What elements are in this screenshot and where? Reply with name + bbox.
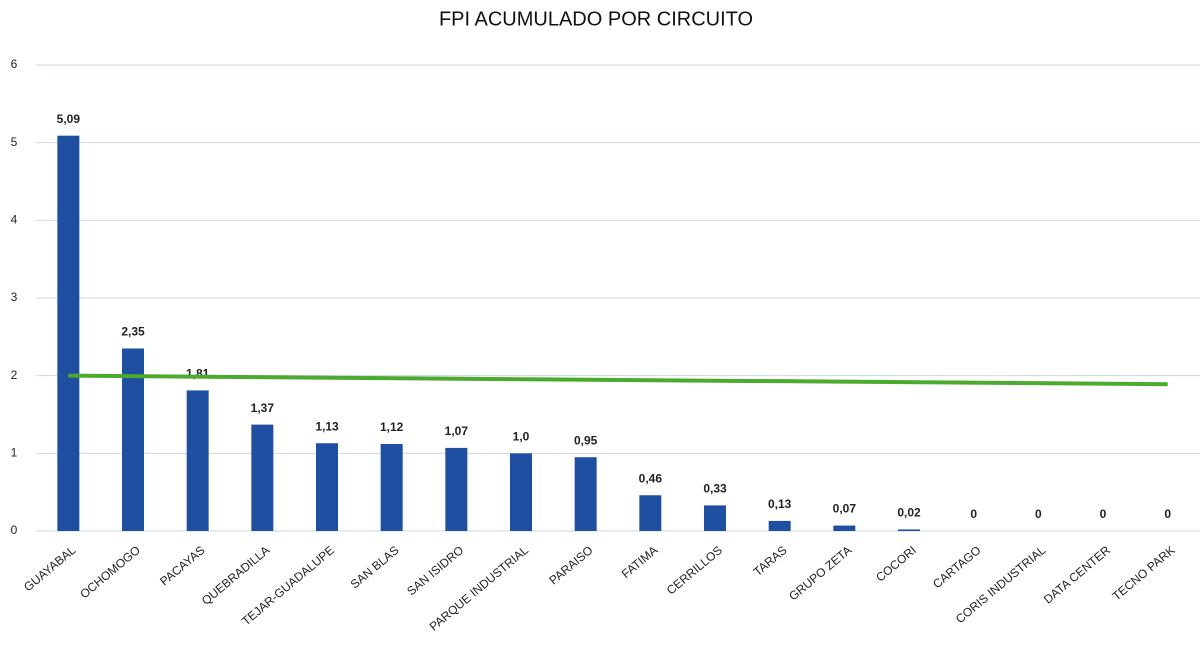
y-tick-label: 6 bbox=[11, 57, 18, 71]
bar bbox=[510, 453, 532, 531]
y-tick-label: 1 bbox=[11, 446, 18, 460]
x-tick-label: SAN BLAS bbox=[348, 543, 402, 591]
value-label: 0,33 bbox=[703, 482, 727, 496]
bar bbox=[316, 443, 338, 531]
bar bbox=[380, 444, 403, 531]
target-line bbox=[68, 373, 1168, 387]
x-tick-label: OCHOMOGO bbox=[77, 543, 143, 601]
bar bbox=[122, 348, 144, 531]
value-label: 1,12 bbox=[380, 420, 404, 434]
value-label: 1,0 bbox=[513, 430, 530, 444]
value-label: 0,13 bbox=[768, 497, 792, 511]
value-label: 0 bbox=[970, 507, 977, 521]
chart-title: FPI ACUMULADO POR CIRCUITO bbox=[439, 8, 753, 30]
value-label: 5,09 bbox=[57, 112, 81, 126]
bar bbox=[704, 505, 726, 531]
x-tick-label: COCORI bbox=[873, 543, 919, 585]
bar bbox=[833, 525, 856, 531]
x-tick-label: TECNO PARK bbox=[1110, 543, 1178, 603]
value-label: 0,07 bbox=[833, 502, 857, 516]
value-label: 0 bbox=[1164, 507, 1171, 521]
y-tick-label: 3 bbox=[11, 290, 18, 304]
y-tick-label: 5 bbox=[11, 135, 18, 149]
value-label: 1,07 bbox=[445, 424, 469, 438]
value-label: 0 bbox=[1100, 507, 1107, 521]
bar bbox=[768, 520, 791, 531]
bar bbox=[574, 457, 597, 531]
value-label: 0,95 bbox=[574, 433, 598, 447]
bar bbox=[445, 447, 468, 531]
value-label: 0,46 bbox=[639, 471, 663, 485]
bar bbox=[251, 424, 274, 531]
y-tick-label: 4 bbox=[11, 213, 18, 227]
bar bbox=[639, 495, 662, 531]
value-label: 1,37 bbox=[251, 401, 275, 415]
x-tick-label: PACAYAS bbox=[157, 543, 207, 588]
bar bbox=[57, 135, 80, 531]
value-label: 2,35 bbox=[121, 325, 145, 339]
bar bbox=[186, 390, 209, 531]
x-tick-label: FATIMA bbox=[619, 543, 661, 581]
x-tick-label: CARTAGO bbox=[930, 543, 984, 591]
x-tick-label: GUAYABAL bbox=[21, 543, 78, 594]
y-tick-label: 2 bbox=[11, 368, 18, 382]
value-label: 0 bbox=[1035, 507, 1042, 521]
value-label: 1,13 bbox=[315, 419, 339, 433]
x-tick-label: GRUPO ZETA bbox=[786, 543, 854, 603]
x-tick-label: PARAISO bbox=[546, 543, 595, 587]
value-label: 0,02 bbox=[897, 506, 921, 520]
x-tick-label: TARAS bbox=[751, 543, 790, 579]
x-tick-label: DATA CENTER bbox=[1041, 543, 1113, 607]
y-tick-label: 0 bbox=[11, 523, 18, 537]
x-tick-label: CERRILLOS bbox=[664, 543, 725, 597]
x-tick-label: SAN ISIDRO bbox=[404, 543, 466, 598]
bar bbox=[898, 529, 920, 531]
